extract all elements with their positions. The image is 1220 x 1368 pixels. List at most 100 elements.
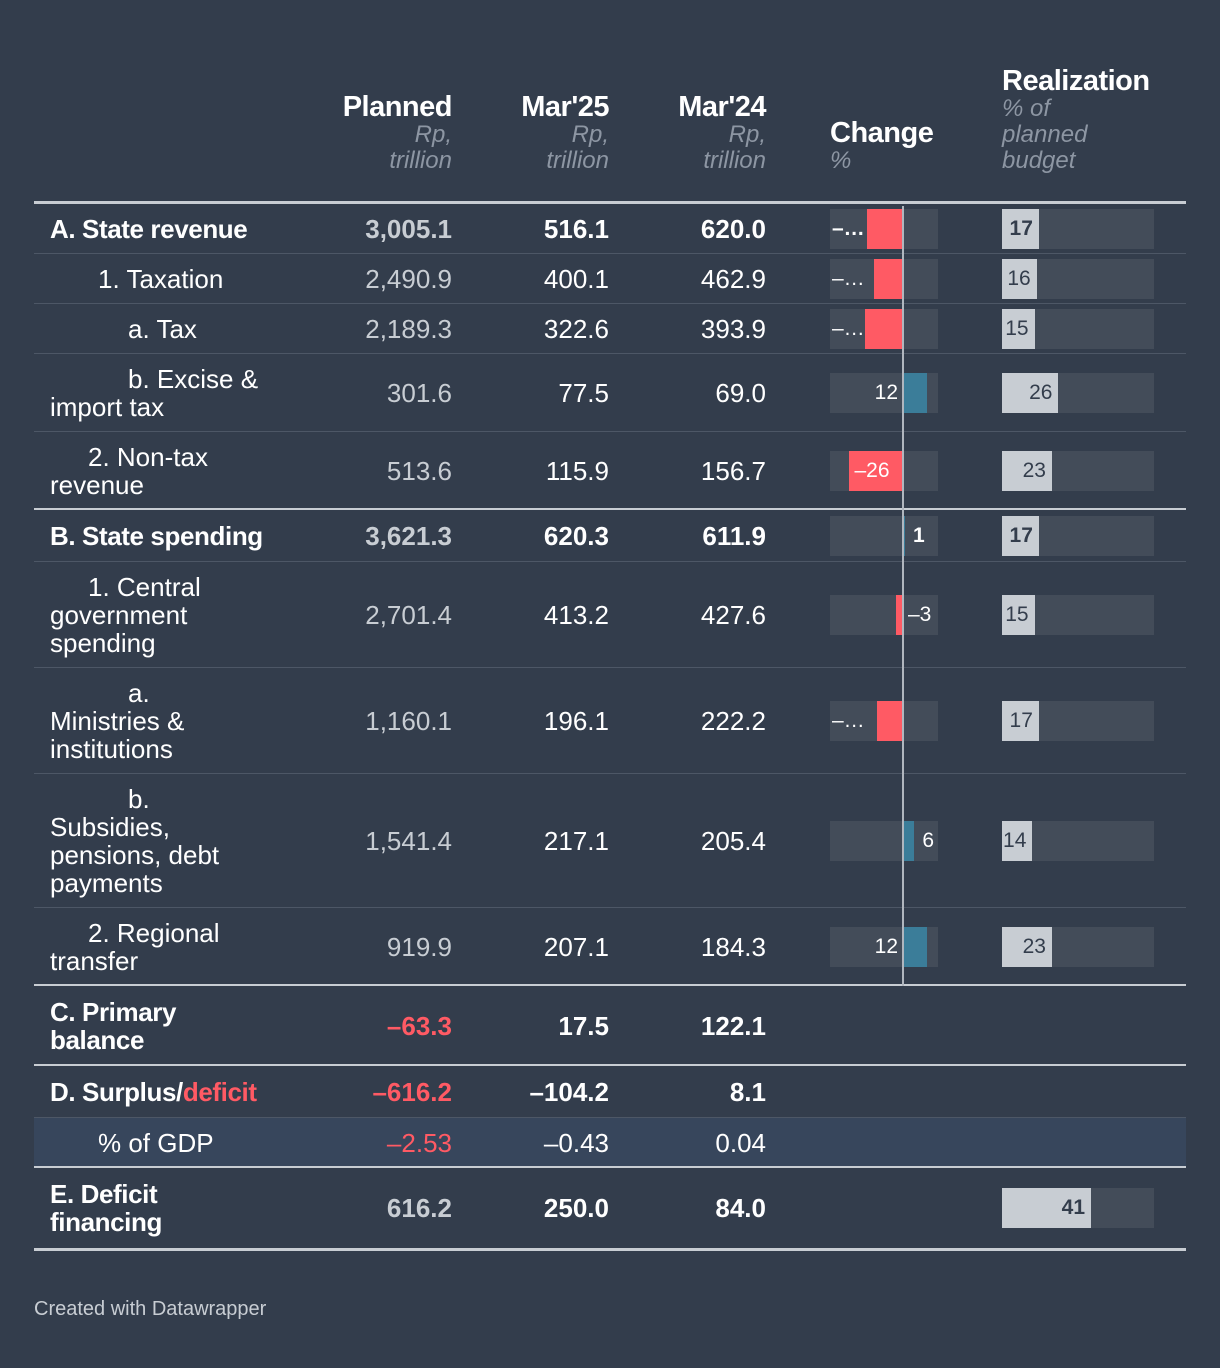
- cell-mar25: 413.2: [543, 600, 609, 630]
- change-bar-track: –…: [830, 309, 938, 349]
- row-separator: [34, 353, 1186, 354]
- cell-mar24: 8.1: [729, 1077, 766, 1107]
- row-separator: [34, 1117, 1186, 1118]
- header-mar25-unit: Rp,: [571, 121, 609, 148]
- header-realization-title: Realization: [1002, 65, 1150, 97]
- cell-planned: 2,189.3: [365, 314, 452, 344]
- header-realization: Realization % of planned budget: [1002, 66, 1150, 174]
- cell-mar24: 620.0: [700, 214, 766, 244]
- change-bar-track: –…: [830, 259, 938, 299]
- row-label-line: spending: [50, 628, 156, 658]
- row-separator: [34, 201, 1186, 204]
- row-label-line: 2. Regional: [88, 918, 220, 948]
- realization-bar-track: 23: [1002, 927, 1154, 967]
- realization-value-label: 23: [1022, 935, 1046, 958]
- row-label-line: revenue: [50, 470, 144, 500]
- realization-bar-track: 17: [1002, 209, 1154, 249]
- cell-mar24: 84.0: [715, 1193, 766, 1223]
- change-value-label: 12: [874, 381, 898, 404]
- realization-bar-track: 26: [1002, 373, 1154, 413]
- cell-mar25: 400.1: [543, 264, 609, 294]
- row-label: % of GDP: [98, 1128, 214, 1158]
- header-planned-unit-2: trillion: [389, 147, 452, 174]
- row-label: B. State spending: [50, 521, 263, 551]
- cell-planned: 2,701.4: [365, 600, 452, 630]
- realization-value-label: 41: [1061, 1196, 1086, 1219]
- header-change-title: Change: [830, 117, 934, 149]
- row-label: A. State revenue: [50, 214, 248, 244]
- realization-bar-track: 15: [1002, 595, 1154, 635]
- row-separator: [34, 667, 1186, 668]
- row-separator: [34, 1166, 1186, 1168]
- cell-mar24: 0.04: [715, 1128, 766, 1158]
- header-mar24-unit-2: trillion: [703, 147, 766, 174]
- cell-mar25: 196.1: [543, 706, 609, 736]
- change-bar: [877, 701, 902, 741]
- realization-bar: [1002, 821, 1033, 861]
- change-value-label: –…: [832, 317, 865, 340]
- cell-mar25: 620.3: [543, 521, 609, 551]
- cell-planned: 3,005.1: [365, 214, 452, 244]
- change-bar-track: 6: [830, 821, 938, 861]
- realization-bar-track: 16: [1002, 259, 1154, 299]
- row-label-line: pensions, debt: [50, 840, 220, 870]
- cell-mar25: 217.1: [543, 826, 609, 856]
- row-separator: [34, 561, 1186, 562]
- realization-value-label: 23: [1022, 459, 1046, 482]
- header-planned-title: Planned: [342, 91, 453, 123]
- cell-mar24: 184.3: [700, 932, 766, 962]
- realization-bar: [1002, 209, 1039, 249]
- row-label: b. Subsidies, pensions, debt payments: [50, 785, 219, 897]
- table-row: 1. Taxation 2,490.9 400.1 462.9 –… 16: [34, 254, 1186, 304]
- cell-mar25: 250.0: [543, 1193, 609, 1223]
- change-bar-track: 1: [830, 516, 938, 556]
- cell-mar24: 122.1: [700, 1011, 766, 1041]
- cell-planned: 919.9: [386, 932, 452, 962]
- row-label-line: Ministries &: [50, 706, 185, 736]
- cell-mar25: 516.1: [543, 214, 609, 244]
- row-label-line: C. Primary: [50, 997, 177, 1027]
- header-realization-unit-3: budget: [1002, 147, 1076, 174]
- row-label: b. Excise & import tax: [50, 365, 258, 421]
- cell-planned: 1,541.4: [365, 826, 452, 856]
- row-label-text: D. Surplus/: [50, 1077, 183, 1107]
- row-label-line: payments: [50, 868, 163, 898]
- change-value-label: –26: [854, 459, 890, 482]
- cell-mar25: 207.1: [543, 932, 609, 962]
- cell-planned: 1,160.1: [365, 706, 452, 736]
- table-row: E. Deficit financing 616.2 250.0 84.0 41: [34, 1168, 1186, 1248]
- cell-planned: –616.2: [372, 1077, 452, 1107]
- header-mar25-unit-2: trillion: [546, 147, 609, 174]
- cell-mar24: 462.9: [700, 264, 766, 294]
- change-value-label: 12: [874, 935, 898, 958]
- change-value-label: –3: [908, 603, 932, 626]
- change-value-label: –…: [832, 217, 865, 240]
- table-row: a. Tax 2,189.3 322.6 393.9 –… 15: [34, 304, 1186, 354]
- realization-value-label: 14: [1003, 829, 1027, 852]
- change-zero-axis: [902, 206, 904, 986]
- realization-bar-track: 41: [1002, 1188, 1154, 1228]
- change-value-label: 6: [922, 829, 935, 852]
- row-label-line: government: [50, 600, 188, 630]
- realization-bar: [1002, 595, 1035, 635]
- header-planned-unit: Rp,: [414, 121, 452, 148]
- row-separator: [34, 431, 1186, 432]
- change-value-label: 1: [913, 524, 925, 547]
- realization-bar: [1002, 1188, 1092, 1228]
- realization-value-label: 17: [1009, 217, 1033, 240]
- row-label-line: Subsidies,: [50, 812, 170, 842]
- cell-planned: 3,621.3: [365, 521, 452, 551]
- change-bar: [864, 309, 902, 349]
- cell-planned: 513.6: [386, 456, 452, 486]
- header-realization-unit-2: planned: [1002, 121, 1088, 148]
- change-bar-track: –26: [830, 451, 938, 491]
- cell-mar25: 17.5: [558, 1011, 609, 1041]
- cell-planned: –63.3: [386, 1011, 452, 1041]
- cell-mar25: –0.43: [543, 1128, 609, 1158]
- header-planned: Planned Rp, trillion: [342, 91, 453, 174]
- header-mar24: Mar'24 Rp, trillion: [678, 92, 766, 174]
- realization-bar: [1002, 701, 1039, 741]
- cell-planned: 301.6: [386, 378, 452, 408]
- realization-bar: [1002, 373, 1059, 413]
- header-change-unit: %: [830, 147, 852, 174]
